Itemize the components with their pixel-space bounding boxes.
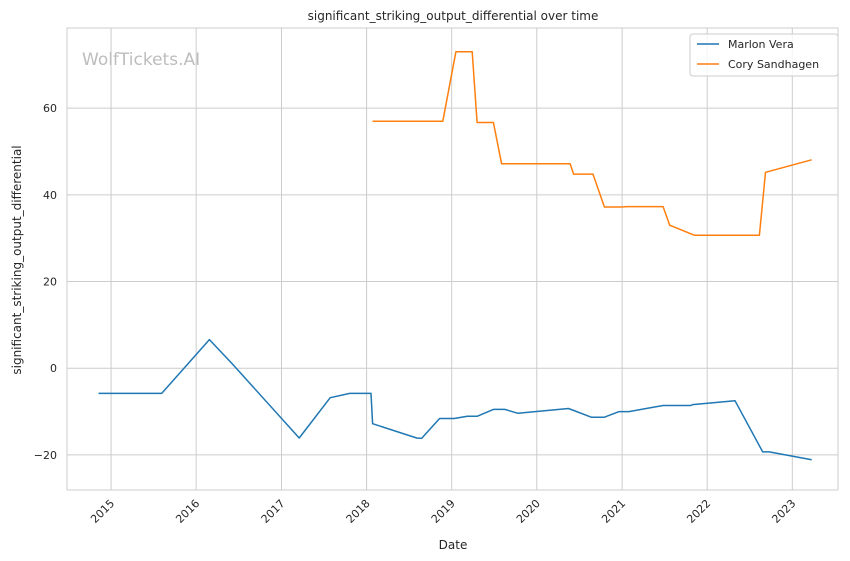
series-layer: [98, 51, 812, 461]
plot-frame: [66, 27, 839, 491]
x-tick-label-2019: 2019: [429, 497, 458, 526]
x-tick-label-2017: 2017: [259, 497, 288, 526]
legend-label-marlon-vera: Marlon Vera: [728, 38, 794, 51]
x-tick-label-2021: 2021: [599, 497, 628, 526]
x-axis-ticks: 2015 2016 2017 2018 2019 2020 2021 2022 2023: [88, 497, 798, 526]
x-tick-label-2015: 2015: [88, 497, 117, 526]
grid-lines: [67, 28, 838, 490]
y-axis-label: significant_striking_output_differential: [10, 145, 24, 374]
x-axis-label: Date: [439, 538, 468, 552]
y-tick-label-20: 20: [43, 276, 57, 289]
y-tick-label-40: 40: [43, 189, 57, 202]
y-tick-label--20: −20: [34, 449, 57, 462]
x-tick-label-2016: 2016: [173, 497, 202, 526]
series-line-cory-sandhagen: [372, 51, 812, 236]
y-tick-label-60: 60: [43, 102, 57, 115]
legend-label-cory-sandhagen: Cory Sandhagen: [728, 58, 819, 71]
x-tick-label-2018: 2018: [344, 497, 373, 526]
x-tick-label-2022: 2022: [684, 497, 713, 526]
watermark-text: WolfTickets.AI: [82, 50, 200, 70]
y-axis-ticks: −20 0 20 40 60: [34, 102, 57, 462]
legend: Marlon Vera Cory Sandhagen: [689, 33, 839, 77]
series-line-marlon-vera: [98, 338, 812, 461]
x-tick-label-2020: 2020: [514, 497, 543, 526]
y-tick-label-0: 0: [50, 362, 57, 375]
legend-box: [689, 33, 839, 77]
chart-title: significant_striking_output_differential…: [308, 9, 599, 23]
x-tick-label-2023: 2023: [769, 497, 798, 526]
plot-area: [66, 27, 839, 491]
